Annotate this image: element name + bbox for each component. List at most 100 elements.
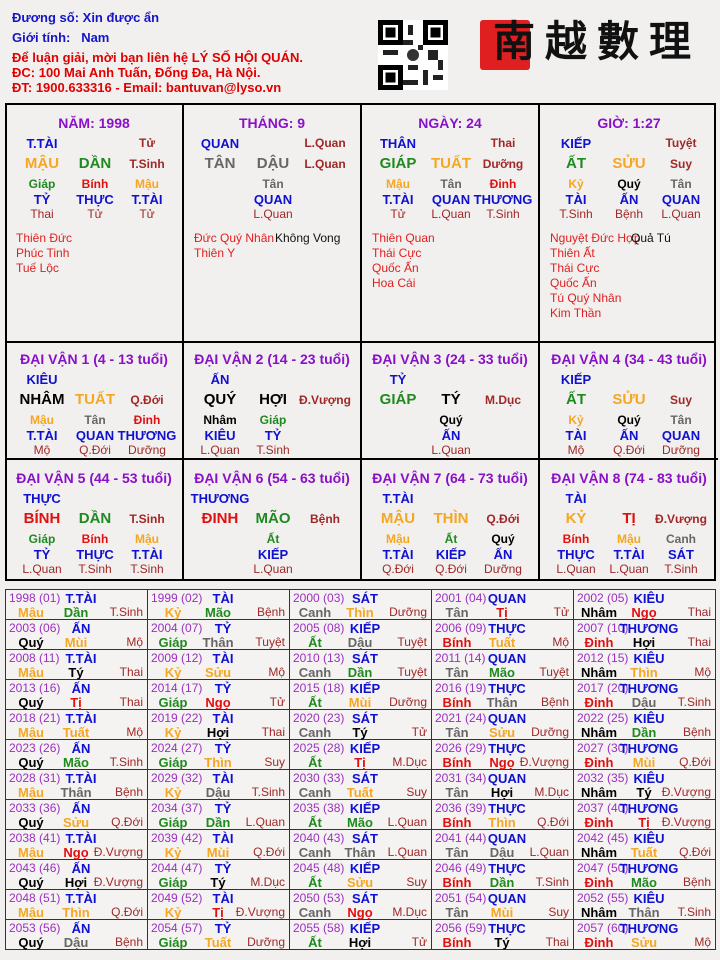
heavenly-stem: Mậu	[18, 725, 44, 740]
ten-god-label: SÁT	[352, 651, 378, 666]
year-label: 2023 (26)	[9, 741, 61, 755]
heavenly-stem: Đinh	[584, 935, 614, 950]
stage-label: Thai	[687, 635, 711, 649]
heavenly-stem: Bính	[442, 695, 472, 710]
shensha-star: Thiên Đức	[16, 231, 73, 245]
year-cell: 2024 (27) TỶ Giáp Thìn Suy	[147, 739, 290, 770]
year-cell: 2019 (22) TÀI Kỷ Hợi Thai	[147, 709, 290, 740]
table-row: 2023 (26) ẤN Quý Mão T.Sinh 2024 (27) TỶ Giáp Th…	[5, 739, 716, 770]
stage-label: Q.Đới	[679, 845, 711, 859]
year-label: 2043 (46)	[9, 861, 61, 875]
ten-god-label: SÁT	[352, 711, 378, 726]
hidden-stem: Tân	[440, 177, 462, 191]
dai-van-cell: ĐẠI VẬN 6 (54 - 63 tuổi) THƯƠNG ĐINH MÃO Bện…	[184, 460, 362, 579]
heavenly-stem: Quý	[18, 815, 44, 830]
year-label: 2026 (29)	[435, 741, 487, 755]
earthly-branch: DẬU	[256, 155, 290, 172]
year-cell: 2057 (60) THƯƠNG Đinh Sửu Mộ	[573, 919, 716, 950]
stage-label: Thai	[490, 136, 516, 150]
hidden-stem: Mậu	[30, 413, 54, 427]
stage-label: Q.Đới	[679, 755, 711, 769]
ten-god-label: KIÊU	[633, 891, 665, 906]
hidden-stage: L.Quan	[431, 207, 471, 221]
ten-god-label: THƯƠNG	[619, 801, 679, 816]
earthly-branch: Mùi	[632, 755, 656, 770]
pillar-title: NGÀY: 24	[418, 115, 482, 131]
hidden-ten-god: KIÊU	[204, 428, 236, 443]
shensha-star: Thái Cực	[372, 246, 422, 260]
stage-label: Tử	[138, 136, 156, 150]
ten-god-label: SÁT	[352, 591, 378, 606]
stage-label: Dưỡng	[247, 935, 285, 949]
year-cell: 2040 (43) SÁT Canh Thân L.Quan	[289, 829, 432, 860]
hidden-stage: Tử	[87, 207, 103, 221]
year-cell: 2007 (10) THƯƠNG Đinh Hợi Thai	[573, 619, 716, 650]
hidden-ten-god: THƯƠNG	[117, 428, 177, 443]
heavenly-stem: Canh	[298, 845, 332, 860]
hidden-ten-god: TỶ	[33, 192, 51, 207]
year-label: 2017 (20)	[577, 681, 629, 695]
year-label: 2032 (35)	[577, 771, 629, 785]
hidden-ten-god: QUAN	[661, 428, 701, 443]
year-label: 2002 (05)	[577, 591, 629, 605]
heavenly-stem: Nhâm	[580, 665, 618, 680]
dai-van-title: ĐẠI VẬN 3 (24 - 33 tuổi)	[372, 351, 528, 367]
hidden-stage: L.Quan	[431, 443, 471, 457]
earthly-branch: TUẤT	[431, 155, 471, 172]
stage-label: Bệnh	[682, 875, 711, 889]
year-cell: 2044 (47) TỶ Giáp Tý M.Dục	[147, 859, 290, 890]
heavenly-stem: Đinh	[584, 815, 614, 830]
earthly-branch: Dần	[205, 815, 231, 830]
ten-god-label: KIÊU	[633, 711, 665, 726]
hidden-stem: Tân	[262, 177, 284, 191]
heavenly-stem: Ất	[308, 875, 322, 890]
shensha-star: Quốc Ấn	[550, 276, 597, 290]
hidden-stage: T.Sinh	[130, 562, 164, 576]
dai-van-cell: ĐẠI VẬN 2 (14 - 23 tuổi) ẤN QUÝ HỢI Đ.Vượng N…	[184, 341, 362, 460]
earthly-branch: Hợi	[348, 935, 372, 950]
ten-god-label: TỶ	[214, 861, 232, 876]
year-cell: 2025 (28) KIẾP Ất Tị M.Dục	[289, 739, 432, 770]
stage-label: Dưỡng	[389, 605, 427, 619]
hidden-ten-god: T.TÀI	[382, 547, 414, 562]
hidden-ten-god: T.TÀI	[613, 547, 645, 562]
earthly-branch: TÝ	[441, 391, 461, 408]
earthly-branch: Dậu	[489, 845, 515, 860]
stage-label: L.Quan	[529, 845, 569, 859]
heavenly-stem: Bính	[442, 875, 472, 890]
earthly-branch: Tị	[212, 905, 224, 920]
qr-code-icon[interactable]	[378, 20, 448, 90]
ten-god-label: KIẾP	[560, 372, 592, 387]
ten-god-label: THỰC	[488, 681, 526, 696]
year-label: 1999 (02)	[151, 591, 203, 605]
dai-van-cell: ĐẠI VẬN 3 (24 - 33 tuổi) TỶ GIÁP TÝ M.Dục Quý…	[362, 341, 540, 460]
year-label: 2033 (36)	[9, 801, 61, 815]
heavenly-stem: Tân	[445, 845, 469, 860]
hidden-ten-god: ẤN	[441, 428, 461, 443]
earthly-branch: Dậu	[631, 695, 657, 710]
year-cell: 2032 (35) KIÊU Nhâm Tý Đ.Vượng	[573, 769, 716, 800]
hidden-stage: L.Quan	[661, 207, 701, 221]
hidden-stem: Bính	[81, 177, 109, 191]
ten-god-label: QUAN	[487, 591, 527, 606]
year-cell: 2023 (26) ẤN Quý Mão T.Sinh	[5, 739, 148, 770]
ten-god-label: THỰC	[23, 491, 61, 506]
year-cell: 2001 (04) QUAN Tân Tị Tử	[431, 589, 574, 620]
stage-label: Bệnh	[682, 725, 711, 739]
heavenly-stem: Nhâm	[580, 725, 618, 740]
pillar-column: NĂM: 1998 T.TÀI Tử MẬU DẦN T.Sinh Giáp TỶ Thai Bí…	[6, 105, 184, 343]
dai-van-title: ĐẠI VẬN 7 (64 - 73 tuổi)	[372, 470, 528, 486]
hidden-stem: Mậu	[617, 532, 641, 546]
earthly-branch: Thìn	[62, 905, 90, 920]
ten-god-label: THƯƠNG	[619, 861, 679, 876]
hidden-stage: Q.Đới	[435, 562, 467, 576]
table-row: 2033 (36) ẤN Quý Sửu Q.Đới 2034 (37) TỶ Giáp Dần…	[5, 799, 716, 830]
heavenly-stem: ĐINH	[201, 510, 239, 527]
heavenly-stem: Kỷ	[164, 665, 182, 680]
year-label: 2018 (21)	[9, 711, 61, 725]
hidden-stage: Mộ	[567, 443, 585, 457]
earthly-branch: Tý	[352, 725, 368, 740]
heavenly-stem: Tân	[445, 905, 469, 920]
earthly-branch: Ngọ	[489, 755, 515, 770]
year-label: 2053 (56)	[9, 921, 61, 935]
